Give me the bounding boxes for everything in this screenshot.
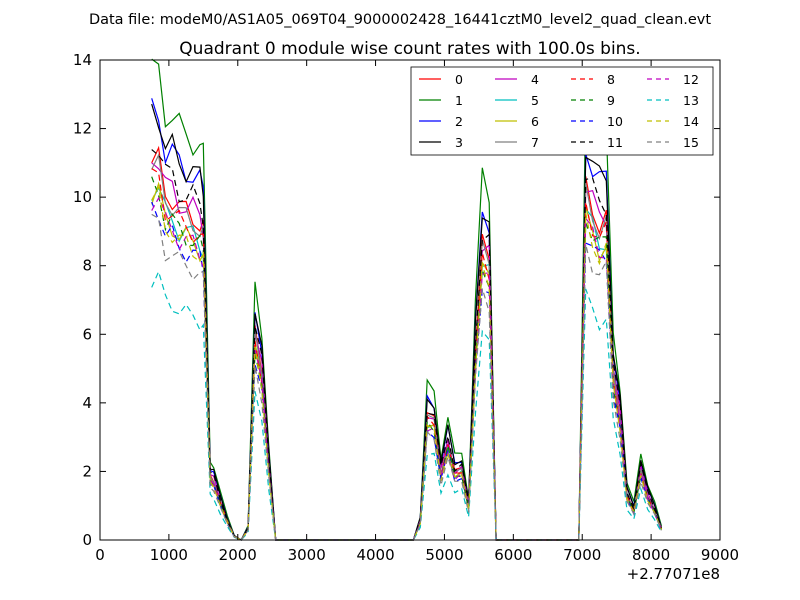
y-tick-label-10: 10 <box>73 188 92 206</box>
legend-label-6: 6 <box>531 114 539 129</box>
x-tick-label-9000: 9000 <box>701 546 739 564</box>
x-offset-label: +2.77071e8 <box>627 565 720 583</box>
legend-label-1: 1 <box>455 93 463 108</box>
legend-label-0: 0 <box>455 72 463 87</box>
series-line-14 <box>151 185 662 541</box>
x-tick-label-1000: 1000 <box>150 546 188 564</box>
axis-ticks: 0 1000 2000 3000 4000 5000 6000 7000 8000 9000 0 2 4… <box>73 51 739 564</box>
series-line-13 <box>151 269 662 541</box>
suptitle: Data file: modeM0/AS1A05_069T04_90000024… <box>89 12 711 28</box>
legend-label-7: 7 <box>531 135 539 150</box>
x-tick-label-6000: 6000 <box>494 546 532 564</box>
legend-label-3: 3 <box>455 135 463 150</box>
legend-label-5: 5 <box>531 93 539 108</box>
y-tick-label-12: 12 <box>73 120 92 138</box>
y-tick-label-2: 2 <box>82 462 92 480</box>
x-tick-label-5000: 5000 <box>425 546 463 564</box>
series-line-8 <box>151 168 662 541</box>
legend-label-9: 9 <box>607 93 615 108</box>
series-line-11 <box>151 149 662 541</box>
legend-label-15: 15 <box>683 135 699 150</box>
x-tick-label-2000: 2000 <box>219 546 257 564</box>
legend-label-13: 13 <box>683 93 699 108</box>
legend-label-10: 10 <box>607 114 623 129</box>
legend-box <box>410 66 714 156</box>
y-tick-label-6: 6 <box>82 325 92 343</box>
legend-label-4: 4 <box>531 72 539 87</box>
y-tick-label-0: 0 <box>82 531 92 549</box>
legend-label-11: 11 <box>607 135 623 150</box>
x-tick-label-3000: 3000 <box>288 546 326 564</box>
y-tick-label-8: 8 <box>82 257 92 275</box>
chart-title: Quadrant 0 module wise count rates with … <box>179 39 640 59</box>
legend-label-2: 2 <box>455 114 463 129</box>
series-line-3 <box>151 103 662 541</box>
y-tick-label-14: 14 <box>73 51 92 69</box>
legend-label-8: 8 <box>607 72 615 87</box>
x-tick-label-0: 0 <box>95 546 105 564</box>
x-tick-label-8000: 8000 <box>632 546 670 564</box>
y-tick-label-4: 4 <box>82 394 92 412</box>
legend-label-12: 12 <box>683 72 699 87</box>
x-tick-label-7000: 7000 <box>563 546 601 564</box>
x-tick-label-4000: 4000 <box>356 546 394 564</box>
legend-label-14: 14 <box>683 114 699 129</box>
plot-frame <box>99 59 721 541</box>
